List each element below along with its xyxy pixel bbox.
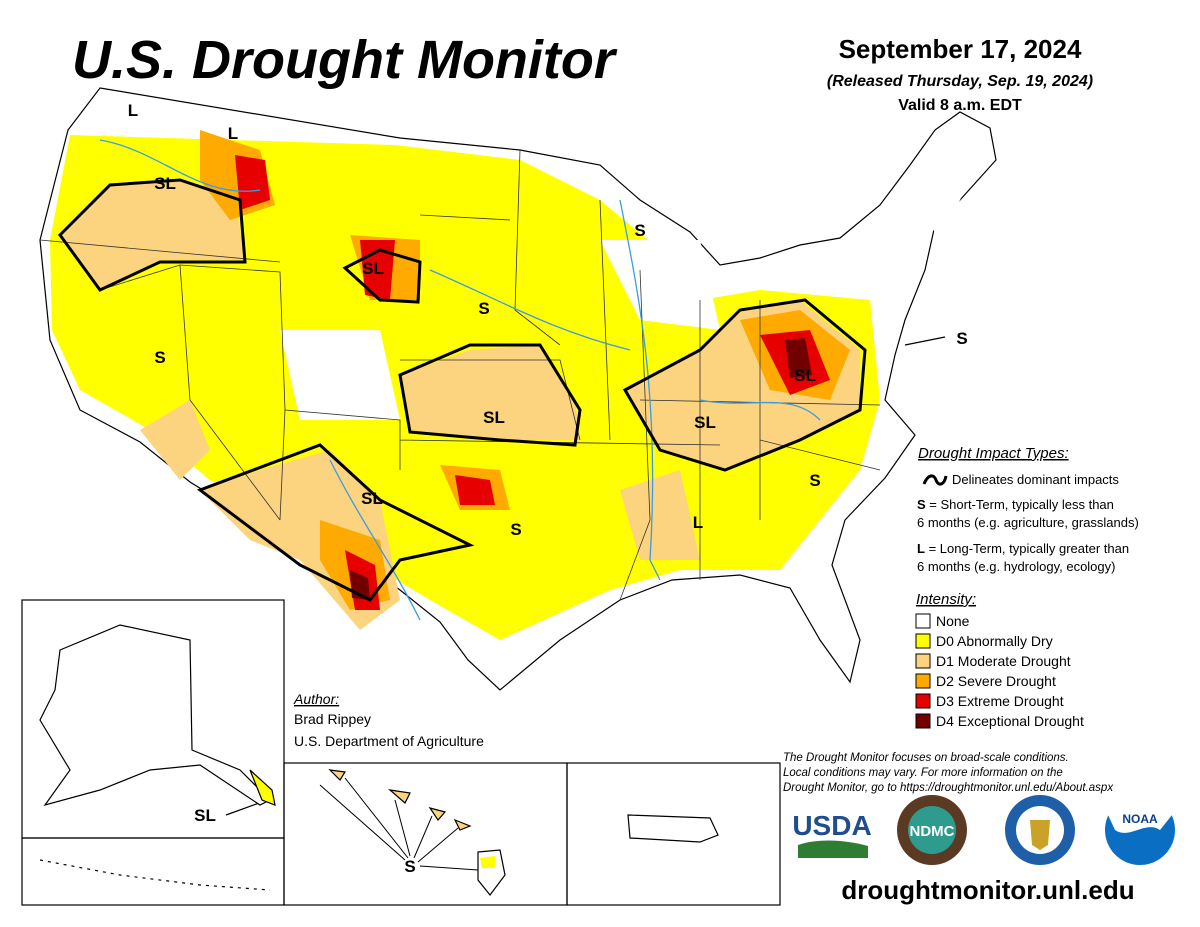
rivers xyxy=(99,139,821,621)
impact-label: SL xyxy=(154,174,176,193)
impact-label: SL xyxy=(361,489,383,508)
impact-label: S xyxy=(154,348,165,367)
d1-area xyxy=(60,180,245,290)
legend-swatch xyxy=(915,633,931,649)
ndmc-logo: NDMC xyxy=(910,823,955,840)
valid-time: Valid 8 a.m. EDT xyxy=(898,97,1022,114)
author-heading: Author: xyxy=(293,691,339,707)
released: (Released Thursday, Sep. 19, 2024) xyxy=(827,73,1093,90)
impact-label: S xyxy=(510,520,521,539)
impact-label: SL xyxy=(794,366,816,385)
author-org: U.S. Department of Agriculture xyxy=(294,733,484,749)
legend-label: D2 Severe Drought xyxy=(936,673,1056,689)
disclaimer: Drought Monitor, go to https://droughtmo… xyxy=(783,782,1114,794)
impact-label: SL xyxy=(194,806,216,825)
aleutians xyxy=(39,859,271,891)
impact-label: L xyxy=(228,124,238,143)
impact-label: SL xyxy=(694,413,716,432)
noaa-gull xyxy=(1108,794,1172,833)
conus-map xyxy=(39,87,997,691)
disclaimer: Local conditions may vary. For more info… xyxy=(783,767,1063,779)
legend-label: D4 Exceptional Drought xyxy=(936,713,1084,729)
date: September 17, 2024 xyxy=(839,34,1082,64)
insets xyxy=(21,599,781,906)
impact-label: S xyxy=(634,221,645,240)
map-labels: L L SL SL S S S SL SL SL S SL S L S SL S xyxy=(128,101,968,876)
legend-swatch xyxy=(915,713,931,729)
legend-label: D1 Moderate Drought xyxy=(936,653,1071,669)
legend-swatch xyxy=(915,613,931,629)
impact-desc: Delineates dominant impacts xyxy=(952,472,1119,487)
short-term: S = Short-Term, typically less than xyxy=(917,497,1114,512)
code: S xyxy=(917,497,926,512)
impact-label: SL xyxy=(483,408,505,427)
impact-label: S xyxy=(809,471,820,490)
logos: USDA NDMC NOAA xyxy=(792,794,1175,865)
impact-label: S xyxy=(478,299,489,318)
long-term: L = Long-Term, typically greater than xyxy=(917,541,1129,556)
puerto-rico xyxy=(627,814,719,843)
desc: = Long-Term, typically greater than xyxy=(925,541,1129,556)
d1-area xyxy=(140,400,700,560)
impact-heading: Drought Impact Types: xyxy=(918,445,1069,462)
short-term-2: 6 months (e.g. agriculture, grasslands) xyxy=(917,515,1139,530)
impact-label: S xyxy=(956,329,967,348)
long-term-2: 6 months (e.g. hydrology, ecology) xyxy=(917,559,1115,574)
impact-lines xyxy=(58,178,867,602)
leader-line xyxy=(904,336,946,346)
impact-label: L xyxy=(693,513,703,532)
legend-swatch xyxy=(915,693,931,709)
impact-label: SL xyxy=(362,259,384,278)
usda-swoosh xyxy=(798,840,868,858)
title: U.S. Drought Monitor xyxy=(72,30,618,90)
impact-legend: Drought Impact Types: Delineates dominan… xyxy=(915,445,1139,729)
author-name: Brad Rippey xyxy=(294,711,371,727)
alaska-d0 xyxy=(249,769,276,806)
legend-swatch xyxy=(915,673,931,689)
leader-lines xyxy=(319,777,479,871)
legend-swatch xyxy=(915,653,931,669)
ndmc-inner xyxy=(908,806,956,854)
puerto-rico-frame xyxy=(566,762,781,906)
intensity-heading: Intensity: xyxy=(916,591,976,608)
legend-label: D0 Abnormally Dry xyxy=(936,633,1053,649)
commerce-shield xyxy=(1030,820,1050,850)
intensity-items: None D0 Abnormally Dry D1 Moderate Drought… xyxy=(915,613,1084,729)
hawaii-frame xyxy=(283,762,568,906)
usda-logo: USDA xyxy=(792,810,871,841)
hawaii-islands xyxy=(328,769,472,831)
impact-line-key xyxy=(922,474,948,486)
leader-line xyxy=(225,801,263,816)
impact-label: L xyxy=(128,101,138,120)
url: droughtmonitor.unl.edu xyxy=(841,875,1134,905)
d3-area xyxy=(235,155,830,610)
noaa-logo: NOAA xyxy=(1122,812,1158,826)
legend-label: None xyxy=(936,613,970,629)
desc: = Short-Term, typically less than xyxy=(926,497,1114,512)
impact-label: S xyxy=(404,857,415,876)
aleutians-frame xyxy=(21,837,285,906)
alaska xyxy=(39,624,272,807)
hawaii-d0 xyxy=(480,856,495,868)
code: L xyxy=(917,541,925,556)
disclaimer: The Drought Monitor focuses on broad-sca… xyxy=(783,752,1069,764)
legend-label: D3 Extreme Drought xyxy=(936,693,1064,709)
d1-area xyxy=(400,345,580,440)
